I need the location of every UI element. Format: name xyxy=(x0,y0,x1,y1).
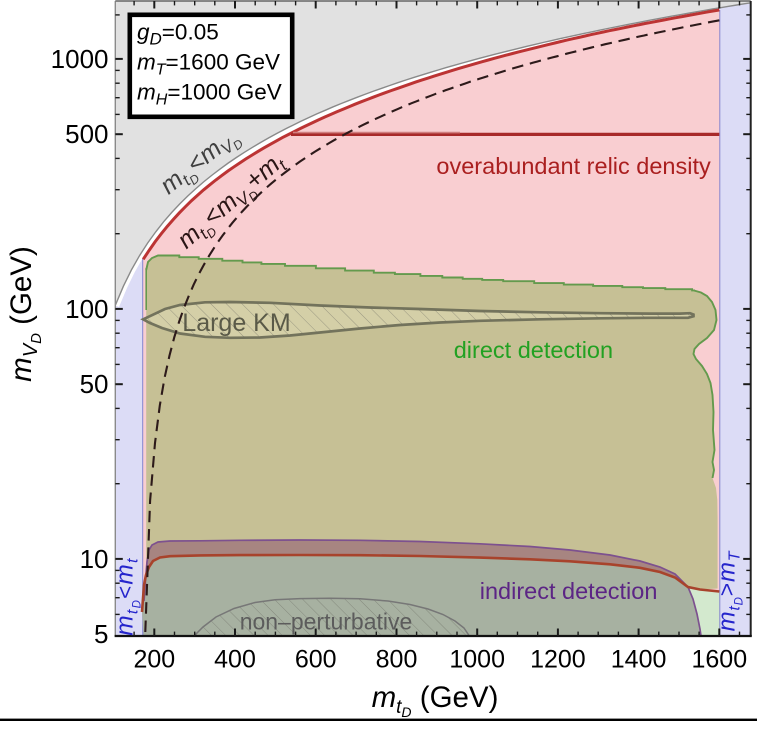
svg-text:indirect detection: indirect detection xyxy=(480,578,658,604)
svg-text:50: 50 xyxy=(80,369,109,399)
svg-text:400: 400 xyxy=(214,646,256,674)
svg-text:1600: 1600 xyxy=(691,646,747,674)
svg-text:mtD<mt: mtD<mt xyxy=(112,557,144,635)
svg-text:1200: 1200 xyxy=(530,646,586,674)
svg-text:Large KM: Large KM xyxy=(182,309,290,337)
svg-text:mT=1600 GeV: mT=1600 GeV xyxy=(137,50,280,79)
svg-text:5: 5 xyxy=(94,619,108,649)
svg-text:mtD (GeV): mtD (GeV) xyxy=(372,681,499,720)
svg-text:mtD>mT: mtD>mT xyxy=(714,550,746,631)
svg-text:600: 600 xyxy=(295,646,337,674)
svg-text:non–perturbative: non–perturbative xyxy=(240,609,413,635)
svg-text:direct detection: direct detection xyxy=(454,337,613,363)
svg-text:200: 200 xyxy=(133,646,175,674)
svg-text:1000: 1000 xyxy=(51,44,109,74)
svg-text:1400: 1400 xyxy=(611,646,667,674)
svg-text:10: 10 xyxy=(80,544,109,574)
svg-text:gD=0.05: gD=0.05 xyxy=(137,20,219,49)
svg-text:100: 100 xyxy=(65,294,108,324)
svg-text:overabundant relic density: overabundant relic density xyxy=(436,153,711,179)
svg-text:mH=1000 GeV: mH=1000 GeV xyxy=(137,80,282,109)
svg-text:mVD (GeV): mVD (GeV) xyxy=(5,246,45,382)
svg-text:800: 800 xyxy=(376,646,418,674)
svg-text:500: 500 xyxy=(65,119,108,149)
svg-text:1000: 1000 xyxy=(449,646,505,674)
